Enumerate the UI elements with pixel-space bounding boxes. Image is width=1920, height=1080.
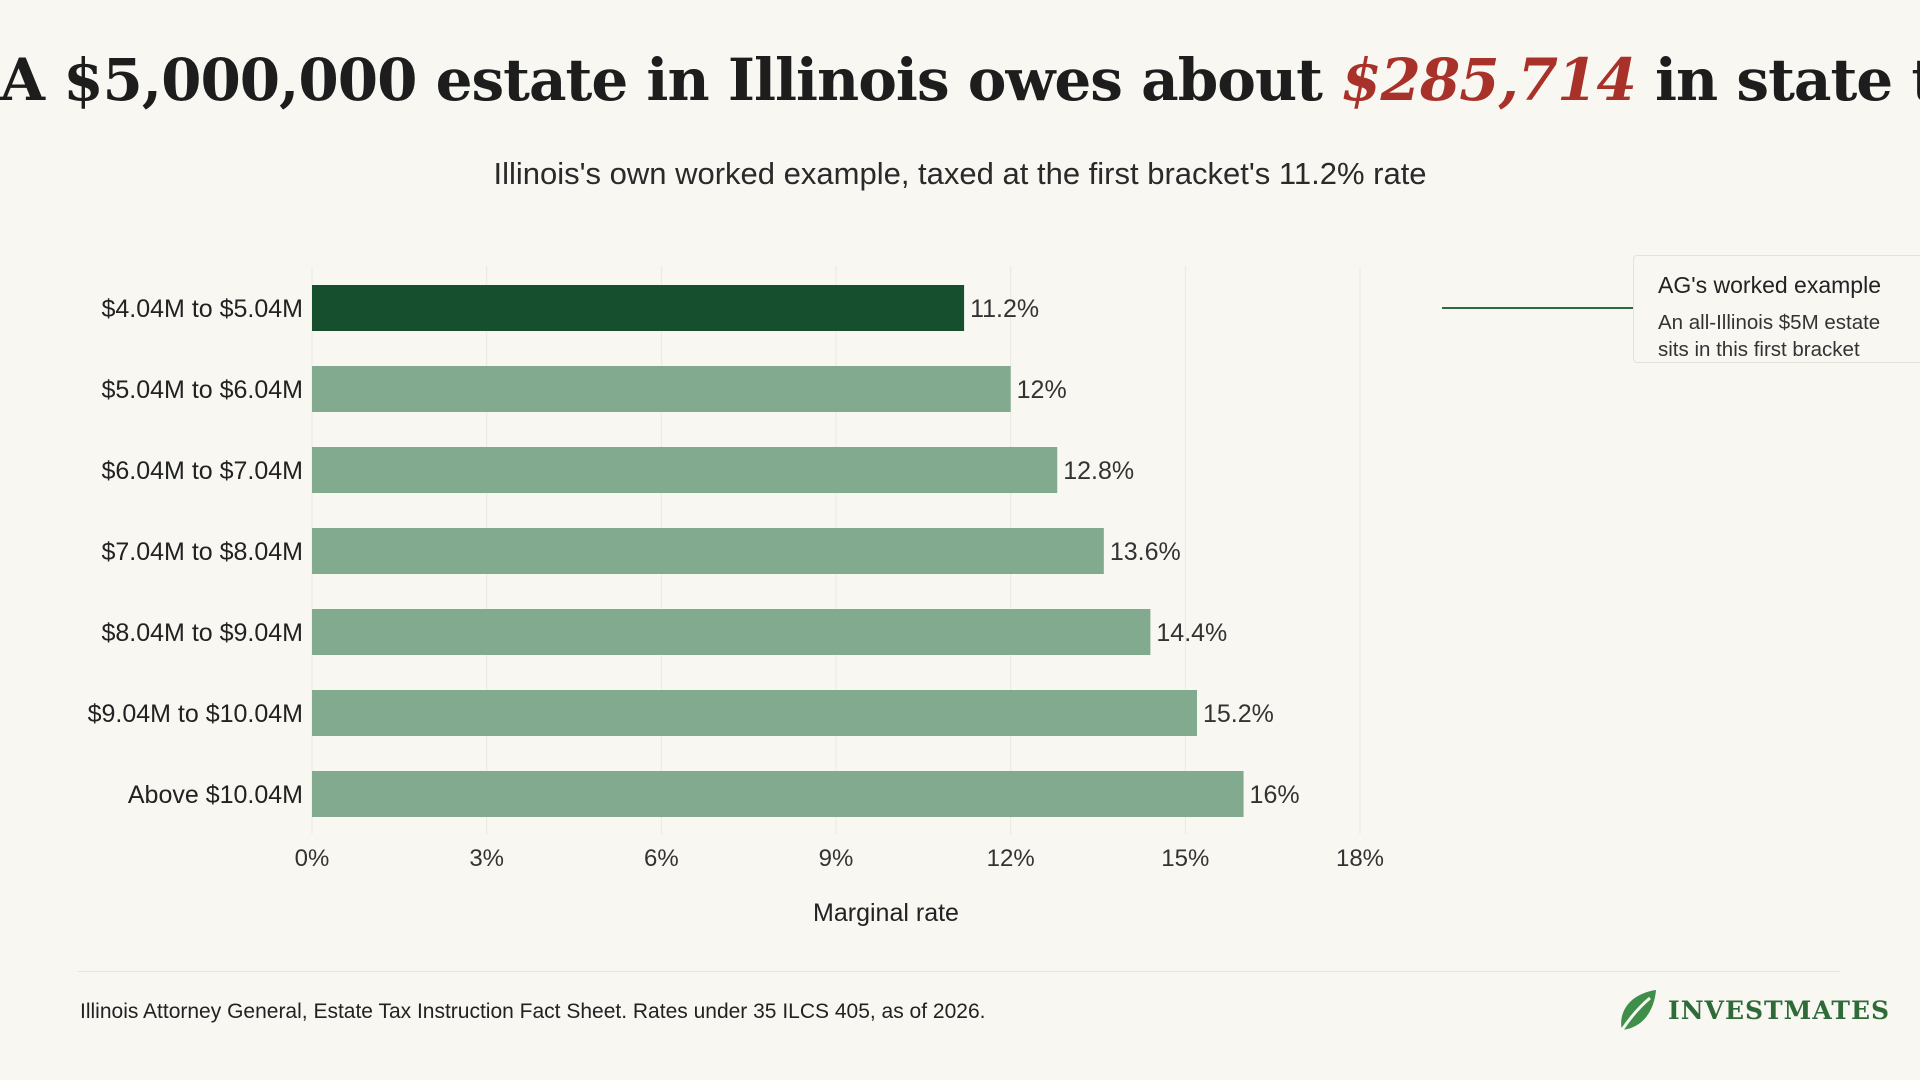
annotation-body: An all-Illinois $5M estate sits in this … <box>1658 311 1881 361</box>
x-tick-label: 6% <box>644 845 679 872</box>
x-tick-label: 18% <box>1336 845 1384 872</box>
bar <box>312 285 965 331</box>
chart-subtitle: Illinois's own worked example, taxed at … <box>493 156 1427 191</box>
data-label: 11.2% <box>970 295 1039 323</box>
leaf-icon <box>1620 990 1656 1031</box>
category-label: $8.04M to $9.04M <box>101 619 303 647</box>
data-label: 13.6% <box>1110 538 1181 566</box>
chart-title: A $5,000,000 estate in Illinois owes abo… <box>0 46 1920 114</box>
logo-text: INVESTMATES <box>1668 996 1891 1025</box>
x-tick-label: 9% <box>819 845 854 872</box>
category-label: Above $10.04M <box>128 781 303 809</box>
bar <box>312 366 1011 412</box>
title-highlight-amount: $285,714 <box>1341 46 1637 114</box>
data-label: 14.4% <box>1156 619 1227 647</box>
data-label: 16% <box>1250 781 1300 809</box>
x-tick-label: 0% <box>295 845 330 872</box>
x-tick-label: 12% <box>987 845 1035 872</box>
bar <box>312 771 1244 817</box>
annotation-box: AG's worked example An all-Illinois $5M … <box>1633 255 1920 363</box>
annotation-title: AG's worked example <box>1658 272 1881 298</box>
bar <box>312 690 1197 736</box>
investmates-logo: INVESTMATES <box>1616 986 1889 1034</box>
category-label: $5.04M to $6.04M <box>101 376 303 404</box>
bar <box>312 447 1058 493</box>
footer-divider <box>78 971 1840 972</box>
source-note: Illinois Attorney General, Estate Tax In… <box>80 1000 986 1023</box>
data-label: 12% <box>1017 376 1067 404</box>
category-label: $6.04M to $7.04M <box>101 457 303 485</box>
bar <box>312 528 1104 574</box>
x-tick-label: 3% <box>469 845 504 872</box>
data-label: 12.8% <box>1063 457 1134 485</box>
category-label: $4.04M to $5.04M <box>101 295 303 323</box>
category-label: $7.04M to $8.04M <box>101 538 303 566</box>
x-axis-label: Marginal rate <box>813 899 959 927</box>
data-label: 15.2% <box>1203 700 1274 728</box>
category-label: $9.04M to $10.04M <box>88 700 303 728</box>
bar-chart: $4.04M to $5.04M 11.2% $5.04M to $6.04M 12%… <box>88 266 1633 927</box>
bar <box>312 609 1151 655</box>
x-tick-label: 15% <box>1161 845 1209 872</box>
